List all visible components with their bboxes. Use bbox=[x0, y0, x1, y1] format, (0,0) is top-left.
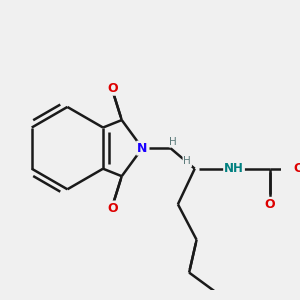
Text: N: N bbox=[137, 142, 148, 154]
Text: O: O bbox=[107, 82, 118, 95]
Text: O: O bbox=[264, 198, 275, 211]
Text: NH: NH bbox=[224, 162, 244, 175]
Text: O: O bbox=[107, 202, 118, 214]
Text: O: O bbox=[293, 162, 300, 175]
Text: H: H bbox=[169, 136, 177, 147]
Text: H: H bbox=[183, 156, 191, 166]
